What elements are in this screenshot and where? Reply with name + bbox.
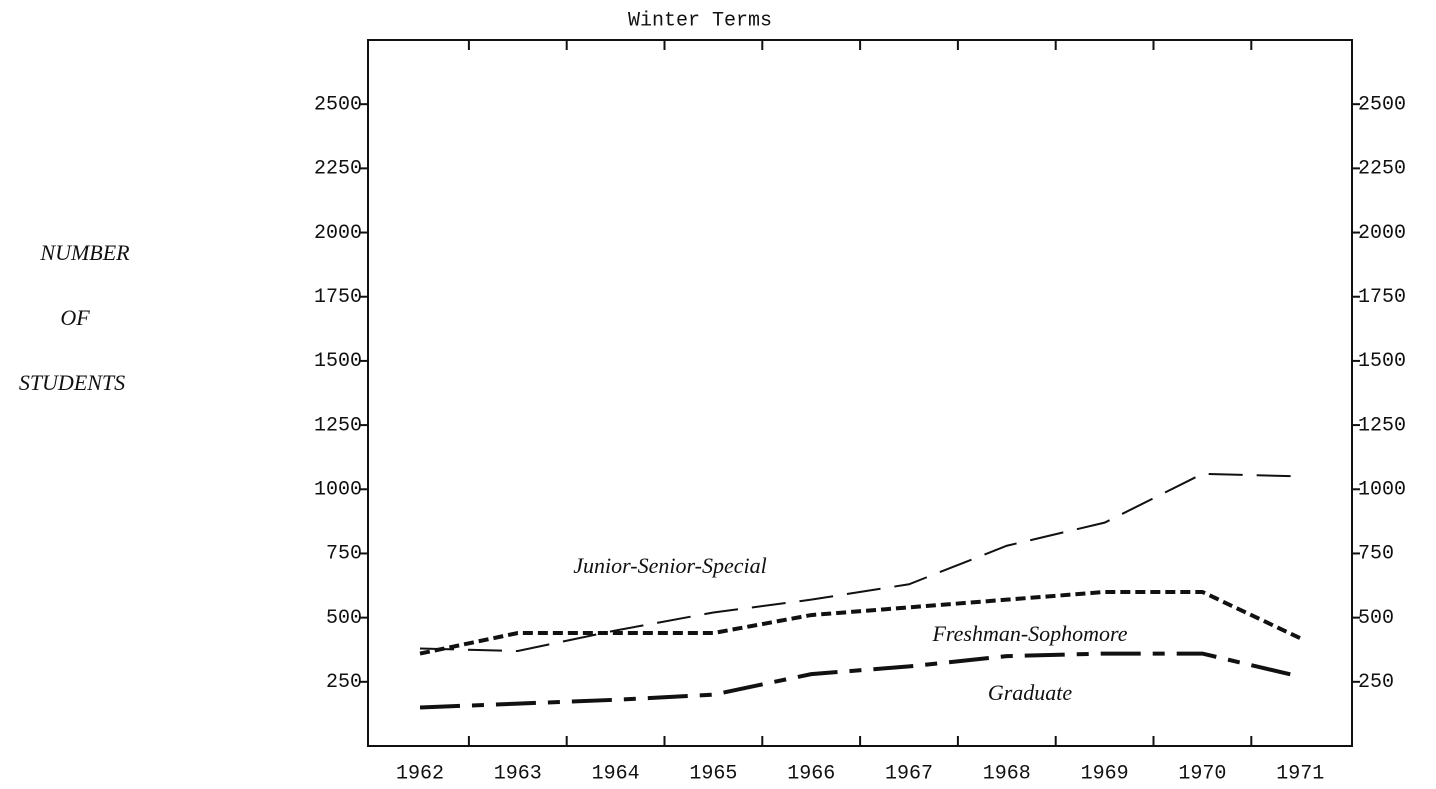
y2-tick-label: 1250: [1358, 414, 1406, 437]
series-line: [419, 589, 1302, 656]
series-label: Freshman-Sophomore: [931, 621, 1127, 646]
x-tick-label: 1964: [592, 762, 640, 785]
y-tick-label: 1500: [314, 350, 362, 373]
x-tick-label: 1970: [1178, 762, 1226, 785]
y-tick-label: 2250: [314, 158, 362, 181]
y-tick-label: 500: [326, 607, 362, 630]
y-tick-label: 750: [326, 543, 362, 566]
y-axis-label: STUDENTS: [19, 370, 125, 395]
series-label: Junior-Senior-Special: [573, 553, 766, 578]
y-tick-label: 1000: [314, 479, 362, 502]
y2-tick-label: 500: [1358, 607, 1394, 630]
y-tick-label: 250: [326, 671, 362, 694]
x-tick-label: 1969: [1081, 762, 1129, 785]
y-tick-label: 2000: [314, 222, 362, 245]
y2-tick-label: 250: [1358, 671, 1394, 694]
series-label: Graduate: [988, 680, 1073, 705]
y2-tick-label: 2500: [1358, 93, 1406, 116]
x-tick-label: 1963: [494, 762, 542, 785]
x-tick-label: 1966: [787, 762, 835, 785]
y-axis-label: NUMBER: [39, 240, 130, 265]
x-tick-label: 1965: [689, 762, 737, 785]
y-tick-label: 2500: [314, 93, 362, 116]
y2-tick-label: 1750: [1358, 286, 1406, 309]
y-axis-label: OF: [60, 305, 90, 330]
series-line: [419, 472, 1301, 653]
y-tick-label: 1750: [314, 286, 362, 309]
y2-tick-label: 750: [1358, 543, 1394, 566]
y2-tick-label: 1000: [1358, 479, 1406, 502]
x-tick-label: 1968: [983, 762, 1031, 785]
x-tick-label: 1962: [396, 762, 444, 785]
y2-tick-label: 2250: [1358, 158, 1406, 181]
plot-frame: [367, 39, 1353, 747]
x-tick-label: 1971: [1276, 762, 1324, 785]
y-tick-label: 1250: [314, 414, 362, 437]
chart-title: Winter Terms: [628, 9, 772, 32]
x-tick-label: 1967: [885, 762, 933, 785]
y2-tick-label: 1500: [1358, 350, 1406, 373]
y2-tick-label: 2000: [1358, 222, 1406, 245]
series-line: [419, 651, 1301, 710]
